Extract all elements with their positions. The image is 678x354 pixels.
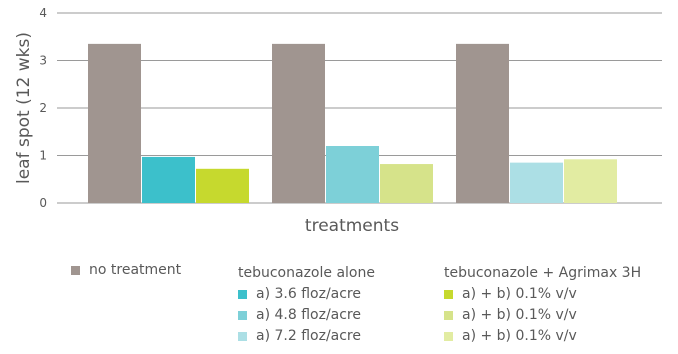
y-tick-label: 0 (39, 196, 47, 210)
bar (456, 43, 509, 203)
bar (196, 168, 249, 203)
y-tick-label: 2 (39, 101, 47, 115)
bar (326, 146, 379, 203)
bar (88, 43, 141, 203)
bar (272, 43, 325, 203)
bar (564, 159, 617, 203)
y-axis-title: leaf spot (12 wks) (14, 32, 34, 184)
bar (142, 156, 195, 203)
y-tick-labels: 0 1 2 3 4 (39, 6, 47, 210)
y-tick-label: 1 (39, 149, 47, 163)
y-tick-label: 3 (39, 54, 47, 68)
bar (510, 162, 563, 203)
bar (380, 164, 433, 203)
bars (88, 43, 617, 203)
y-tick-label: 4 (39, 6, 47, 20)
x-axis-title: treatments (305, 216, 399, 236)
